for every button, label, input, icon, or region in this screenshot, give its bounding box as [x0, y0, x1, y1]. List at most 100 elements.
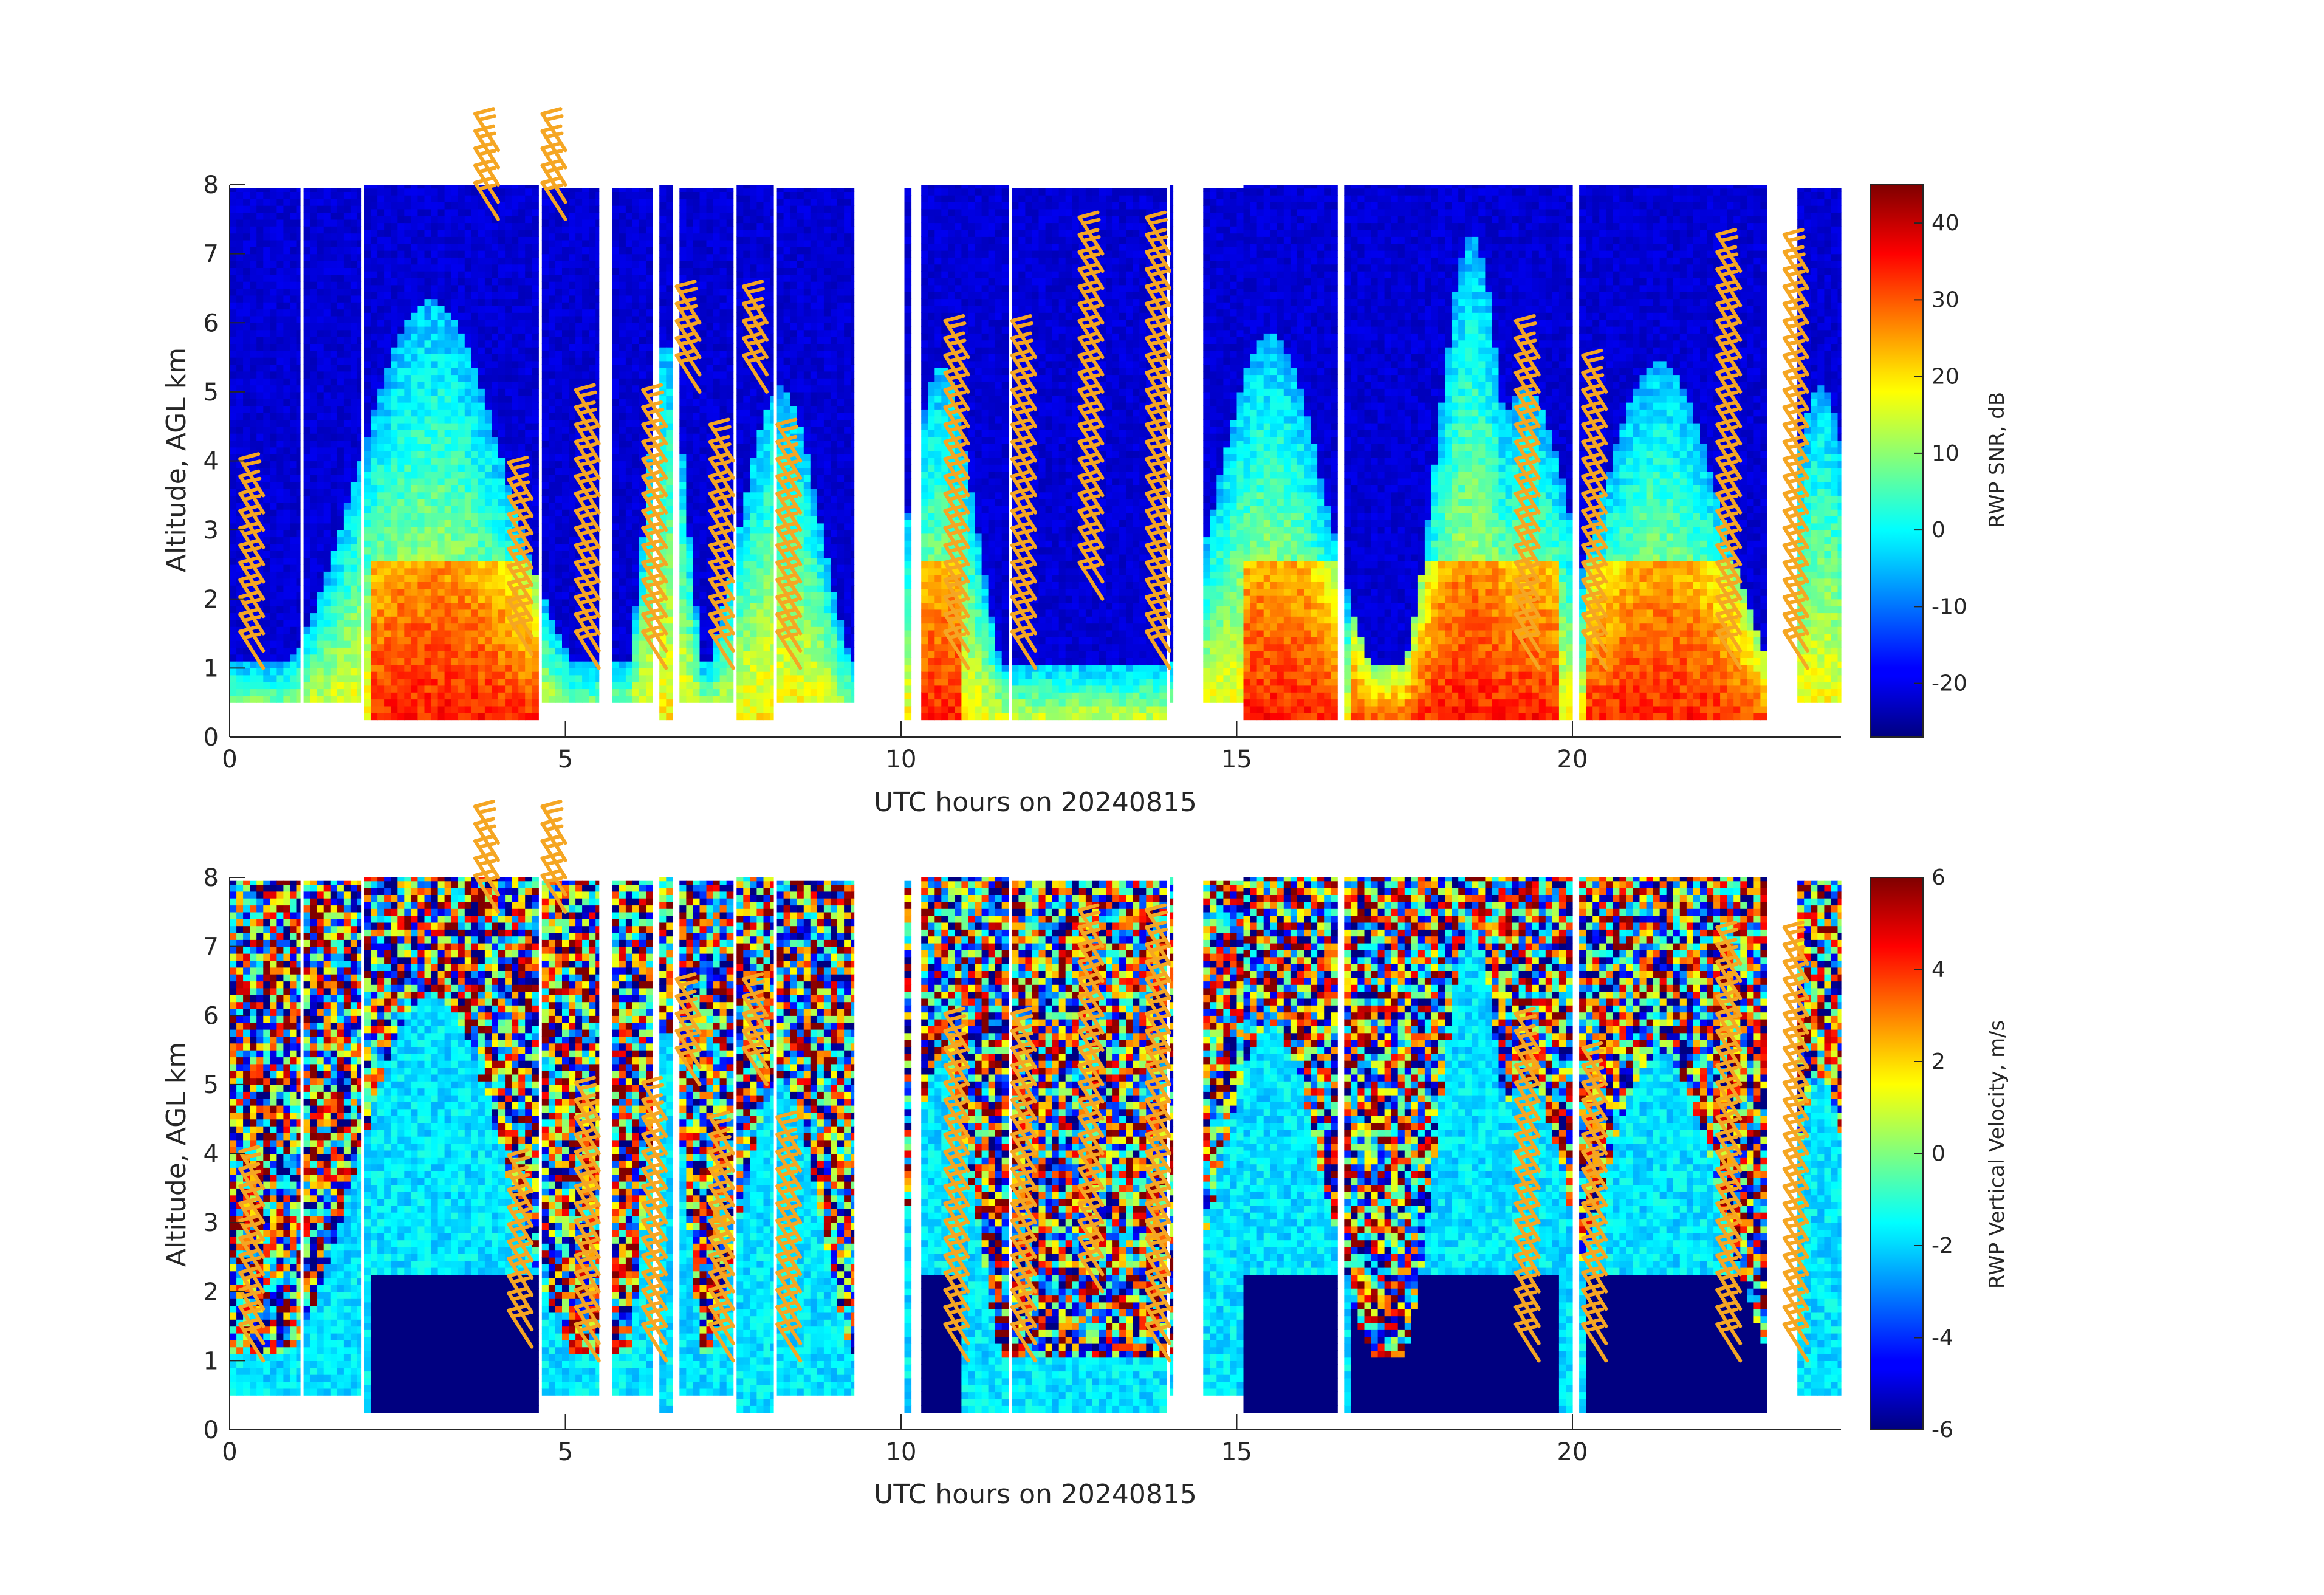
- heatmap-cell: [283, 219, 290, 227]
- heatmap-cell: [357, 392, 361, 399]
- heatmap-cell: [589, 233, 596, 241]
- heatmap-cell: [612, 682, 620, 689]
- heatmap-cell: [612, 406, 620, 413]
- heatmap-cell: [411, 437, 418, 444]
- heatmap-cell: [384, 540, 391, 547]
- heatmap-cell: [331, 578, 338, 586]
- heatmap-cell: [562, 564, 569, 572]
- heatmap-cell: [310, 357, 318, 365]
- heatmap-cell: [425, 333, 432, 340]
- heatmap-cell: [337, 503, 344, 510]
- heatmap-cell: [377, 671, 385, 679]
- heatmap-cell: [512, 312, 519, 320]
- heatmap-cell: [458, 506, 465, 513]
- heatmap-cell: [626, 551, 633, 558]
- heatmap-cell: [276, 454, 284, 461]
- heatmap-cell: [304, 468, 311, 475]
- heatmap-cell: [445, 513, 452, 520]
- heatmap-cell: [397, 368, 405, 375]
- heatmap-cell: [417, 382, 425, 389]
- heatmap-cell: [549, 267, 556, 275]
- heatmap-cell: [518, 416, 526, 424]
- heatmap-cell: [632, 213, 640, 220]
- heatmap-cell: [283, 461, 290, 468]
- heatmap-cell: [377, 595, 385, 603]
- heatmap-cell: [562, 634, 569, 641]
- heatmap-cell: [485, 665, 492, 672]
- heatmap-cell: [351, 454, 358, 461]
- heatmap-cell: [478, 361, 485, 368]
- heatmap-cell: [364, 713, 371, 720]
- heatmap-cell: [438, 347, 445, 354]
- heatmap-cell: [270, 482, 277, 489]
- heatmap-cell: [384, 292, 391, 299]
- heatmap-cell: [304, 668, 311, 675]
- heatmap-cell: [562, 696, 569, 703]
- heatmap-cell: [632, 516, 640, 523]
- heatmap-cell: [485, 644, 492, 651]
- heatmap-cell: [351, 399, 358, 406]
- heatmap-cell: [485, 396, 492, 403]
- heatmap-cell: [465, 665, 472, 672]
- heatmap-cell: [549, 564, 556, 572]
- heatmap-cell: [297, 571, 301, 578]
- heatmap-cell: [458, 437, 465, 444]
- heatmap-cell: [542, 337, 549, 344]
- heatmap-cell: [331, 454, 338, 461]
- heatmap-cell: [498, 533, 506, 541]
- heatmap-cell: [639, 696, 646, 703]
- heatmap-cell: [331, 261, 338, 268]
- heatmap-cell: [438, 333, 445, 340]
- heatmap-cell: [384, 644, 391, 651]
- heatmap-cell: [337, 219, 344, 227]
- heatmap-cell: [639, 281, 646, 289]
- heatmap-cell: [377, 299, 385, 306]
- heatmap-cell: [344, 357, 351, 365]
- heatmap-cell: [337, 544, 344, 551]
- heatmap-cell: [304, 433, 311, 441]
- heatmap-cell: [263, 330, 270, 337]
- heatmap-cell: [384, 250, 391, 258]
- heatmap-cell: [417, 326, 425, 334]
- heatmap-cell: [304, 544, 311, 551]
- heatmap-cell: [417, 561, 425, 568]
- heatmap-cell: [626, 675, 633, 682]
- heatmap-cell: [371, 326, 378, 334]
- heatmap-cell: [492, 368, 499, 375]
- heatmap-cell: [639, 205, 646, 213]
- heatmap-cell: [317, 530, 324, 537]
- heatmap-cell: [575, 357, 583, 365]
- heatmap-cell: [377, 485, 385, 492]
- heatmap-cell: [377, 499, 385, 506]
- heatmap-cell: [317, 558, 324, 565]
- heatmap-cell: [646, 261, 653, 268]
- heatmap-cell: [542, 233, 549, 241]
- heatmap-cell: [357, 599, 361, 606]
- heatmap-cell: [498, 589, 506, 596]
- heatmap-cell: [397, 547, 405, 555]
- heatmap-cell: [417, 581, 425, 589]
- heatmap-cell: [344, 295, 351, 303]
- heatmap-cell: [632, 357, 640, 365]
- heatmap-cell: [364, 437, 371, 444]
- heatmap-cell: [639, 654, 646, 662]
- heatmap-cell: [458, 264, 465, 272]
- heatmap-cell: [425, 492, 432, 499]
- heatmap-cell: [397, 306, 405, 313]
- heatmap-cell: [276, 433, 284, 441]
- heatmap-cell: [391, 244, 398, 251]
- heatmap-cell: [317, 281, 324, 289]
- heatmap-cell: [276, 343, 284, 351]
- heatmap-cell: [425, 347, 432, 354]
- heatmap-cell: [498, 506, 506, 513]
- heatmap-cell: [317, 689, 324, 696]
- heatmap-cell: [542, 281, 549, 289]
- heatmap-cell: [351, 205, 358, 213]
- heatmap-cell: [324, 606, 331, 613]
- heatmap-cell: [411, 264, 418, 272]
- heatmap-cell: [438, 520, 445, 527]
- heatmap-cell: [263, 275, 270, 282]
- heatmap-cell: [397, 202, 405, 209]
- heatmap-cell: [542, 364, 549, 371]
- heatmap-cell: [575, 647, 583, 654]
